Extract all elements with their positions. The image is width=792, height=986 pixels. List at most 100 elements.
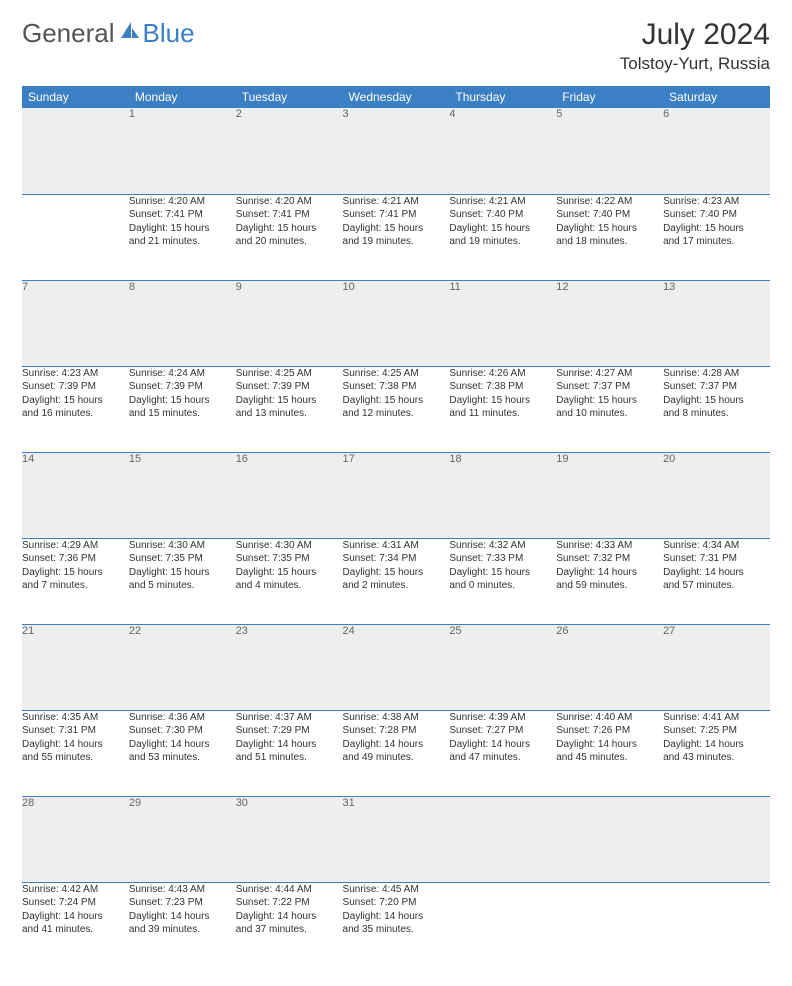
cell-line: Daylight: 15 hours (663, 394, 770, 408)
cell-line: and 18 minutes. (556, 235, 663, 249)
day-number: 8 (129, 280, 236, 366)
cell-line: Sunset: 7:29 PM (236, 724, 343, 738)
cell-line: Sunrise: 4:27 AM (556, 367, 663, 381)
cell-line: Sunrise: 4:31 AM (343, 539, 450, 553)
day-cell: Sunrise: 4:29 AMSunset: 7:36 PMDaylight:… (22, 538, 129, 624)
cell-line: and 13 minutes. (236, 407, 343, 421)
daynum-row: 78910111213 (22, 280, 770, 366)
day-number (449, 796, 556, 882)
day-cell: Sunrise: 4:41 AMSunset: 7:25 PMDaylight:… (663, 710, 770, 796)
day-header: Thursday (449, 86, 556, 108)
cell-line: Sunrise: 4:29 AM (22, 539, 129, 553)
day-number: 31 (343, 796, 450, 882)
day-cell: Sunrise: 4:27 AMSunset: 7:37 PMDaylight:… (556, 366, 663, 452)
cell-line: Sunset: 7:32 PM (556, 552, 663, 566)
day-cell: Sunrise: 4:28 AMSunset: 7:37 PMDaylight:… (663, 366, 770, 452)
cell-line: Sunrise: 4:33 AM (556, 539, 663, 553)
day-cell: Sunrise: 4:20 AMSunset: 7:41 PMDaylight:… (236, 194, 343, 280)
cell-line: Daylight: 15 hours (556, 222, 663, 236)
cell-line: and 37 minutes. (236, 923, 343, 937)
day-cell: Sunrise: 4:43 AMSunset: 7:23 PMDaylight:… (129, 882, 236, 968)
cell-line: Sunset: 7:36 PM (22, 552, 129, 566)
header: General Blue July 2024 Tolstoy-Yurt, Rus… (22, 18, 770, 74)
cell-line: Sunrise: 4:25 AM (236, 367, 343, 381)
day-header: Tuesday (236, 86, 343, 108)
title-block: July 2024 Tolstoy-Yurt, Russia (620, 18, 770, 74)
cell-line: Sunset: 7:26 PM (556, 724, 663, 738)
cell-line: Daylight: 14 hours (663, 566, 770, 580)
cell-line: Sunrise: 4:36 AM (129, 711, 236, 725)
day-cell: Sunrise: 4:30 AMSunset: 7:35 PMDaylight:… (236, 538, 343, 624)
cell-line: Sunset: 7:41 PM (129, 208, 236, 222)
day-number: 7 (22, 280, 129, 366)
cell-line: and 51 minutes. (236, 751, 343, 765)
cell-line: Sunrise: 4:41 AM (663, 711, 770, 725)
cell-line: Daylight: 14 hours (129, 738, 236, 752)
cell-line: Daylight: 14 hours (236, 910, 343, 924)
cell-line: and 17 minutes. (663, 235, 770, 249)
cell-line: Sunset: 7:39 PM (236, 380, 343, 394)
cell-line: Sunrise: 4:23 AM (22, 367, 129, 381)
cell-line: Daylight: 15 hours (22, 394, 129, 408)
day-cell: Sunrise: 4:39 AMSunset: 7:27 PMDaylight:… (449, 710, 556, 796)
cell-line: Daylight: 15 hours (129, 566, 236, 580)
cell-line: and 41 minutes. (22, 923, 129, 937)
cell-line: Daylight: 15 hours (449, 222, 556, 236)
day-cell: Sunrise: 4:32 AMSunset: 7:33 PMDaylight:… (449, 538, 556, 624)
cell-line: Sunset: 7:39 PM (22, 380, 129, 394)
calendar-table: Sunday Monday Tuesday Wednesday Thursday… (22, 86, 770, 968)
day-number: 25 (449, 624, 556, 710)
cell-line: and 59 minutes. (556, 579, 663, 593)
day-cell: Sunrise: 4:22 AMSunset: 7:40 PMDaylight:… (556, 194, 663, 280)
cell-line: Sunset: 7:23 PM (129, 896, 236, 910)
cell-line: Sunrise: 4:35 AM (22, 711, 129, 725)
day-cell: Sunrise: 4:45 AMSunset: 7:20 PMDaylight:… (343, 882, 450, 968)
day-cell: Sunrise: 4:26 AMSunset: 7:38 PMDaylight:… (449, 366, 556, 452)
cell-line: Sunrise: 4:26 AM (449, 367, 556, 381)
day-header: Saturday (663, 86, 770, 108)
cell-line: and 0 minutes. (449, 579, 556, 593)
cell-line: Sunset: 7:27 PM (449, 724, 556, 738)
cell-line: and 39 minutes. (129, 923, 236, 937)
day-cell: Sunrise: 4:30 AMSunset: 7:35 PMDaylight:… (129, 538, 236, 624)
day-number (556, 796, 663, 882)
day-number: 19 (556, 452, 663, 538)
cell-line: Daylight: 14 hours (343, 738, 450, 752)
cell-line: Daylight: 15 hours (236, 222, 343, 236)
cell-line: Sunrise: 4:37 AM (236, 711, 343, 725)
day-cell: Sunrise: 4:23 AMSunset: 7:39 PMDaylight:… (22, 366, 129, 452)
cell-line: Sunset: 7:24 PM (22, 896, 129, 910)
cell-line: Daylight: 15 hours (236, 566, 343, 580)
cell-line: and 57 minutes. (663, 579, 770, 593)
cell-line: Sunset: 7:39 PM (129, 380, 236, 394)
cell-line: Sunrise: 4:22 AM (556, 195, 663, 209)
cell-line: Daylight: 15 hours (449, 566, 556, 580)
cell-line: Sunset: 7:22 PM (236, 896, 343, 910)
day-cell: Sunrise: 4:21 AMSunset: 7:40 PMDaylight:… (449, 194, 556, 280)
cell-line: Sunset: 7:41 PM (236, 208, 343, 222)
cell-line: Sunset: 7:33 PM (449, 552, 556, 566)
day-number: 17 (343, 452, 450, 538)
cell-line: Sunset: 7:30 PM (129, 724, 236, 738)
cell-line: and 43 minutes. (663, 751, 770, 765)
cell-line: and 16 minutes. (22, 407, 129, 421)
cell-line: Sunrise: 4:43 AM (129, 883, 236, 897)
cell-line: Daylight: 14 hours (663, 738, 770, 752)
daynum-row: 28293031 (22, 796, 770, 882)
day-number: 1 (129, 108, 236, 194)
cell-line: and 21 minutes. (129, 235, 236, 249)
cell-line: Sunset: 7:37 PM (556, 380, 663, 394)
calendar-page: General Blue July 2024 Tolstoy-Yurt, Rus… (0, 0, 792, 986)
cell-line: Sunrise: 4:40 AM (556, 711, 663, 725)
day-number: 22 (129, 624, 236, 710)
location: Tolstoy-Yurt, Russia (620, 54, 770, 74)
month-title: July 2024 (620, 18, 770, 52)
day-number: 16 (236, 452, 343, 538)
cell-line: Sunset: 7:35 PM (129, 552, 236, 566)
day-cell: Sunrise: 4:44 AMSunset: 7:22 PMDaylight:… (236, 882, 343, 968)
day-number: 13 (663, 280, 770, 366)
cell-line: Daylight: 14 hours (556, 738, 663, 752)
day-cell: Sunrise: 4:37 AMSunset: 7:29 PMDaylight:… (236, 710, 343, 796)
day-number: 20 (663, 452, 770, 538)
sail-icon (119, 20, 141, 47)
